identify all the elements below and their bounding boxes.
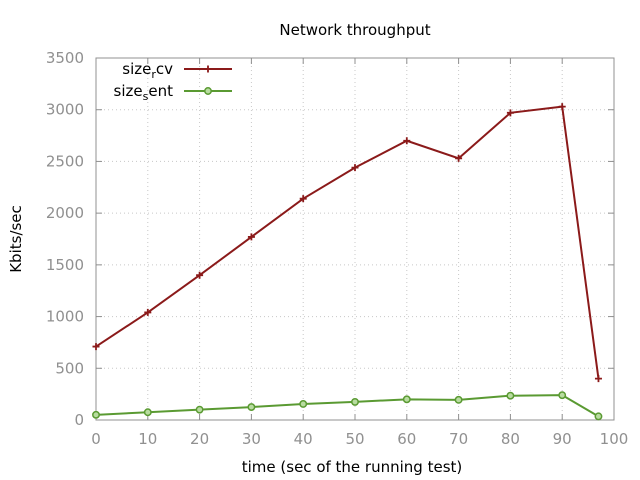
data-point [594, 375, 602, 383]
series-line-0 [95, 105, 600, 379]
data-point [454, 395, 463, 404]
x-tick-label: 80 [501, 430, 520, 448]
data-point [92, 343, 100, 351]
legend-label: sizesent [114, 82, 174, 103]
legend-marker [204, 87, 212, 95]
legend-item-0: sizercv [122, 60, 232, 81]
data-point [351, 164, 359, 172]
data-point [455, 154, 463, 162]
data-point [195, 405, 204, 414]
data-point [506, 109, 514, 117]
x-tick-label: 40 [294, 430, 313, 448]
data-point [143, 408, 152, 417]
x-tick-label: 70 [449, 430, 468, 448]
y-axis-label: Kbits/sec [7, 205, 25, 273]
x-tick-label: 90 [553, 430, 572, 448]
y-tick-label: 0 [74, 411, 84, 429]
data-point [299, 400, 308, 408]
data-point [402, 395, 411, 404]
data-point [506, 391, 515, 400]
legend-marker [204, 65, 212, 73]
y-tick-label: 1500 [46, 256, 84, 274]
y-tick-label: 3500 [46, 49, 84, 67]
data-point [351, 397, 359, 406]
data-point [144, 308, 152, 316]
y-tick-label: 500 [55, 359, 84, 377]
data-point [558, 391, 567, 400]
data-point [92, 410, 100, 419]
axis-ticks: 0 10 20 30 40 50 60 70 80 90 100050010001500200025… [46, 49, 629, 448]
grid [96, 58, 614, 420]
legend-label: sizercv [122, 60, 173, 81]
series-group [92, 103, 603, 421]
chart-title: Network throughput [279, 21, 430, 39]
series-line-1 [95, 394, 599, 418]
x-tick-label: 20 [190, 430, 209, 448]
y-tick-label: 3000 [46, 101, 84, 119]
series-1 [92, 391, 603, 421]
x-tick-label: 30 [242, 430, 261, 448]
y-tick-label: 2500 [46, 152, 84, 170]
y-tick-label: 2000 [46, 204, 84, 222]
series-0 [92, 103, 602, 383]
y-tick-label: 1000 [46, 308, 84, 326]
x-tick-label: 10 [138, 430, 157, 448]
data-point [196, 271, 204, 279]
x-tick-label: 100 [600, 430, 629, 448]
data-point [403, 137, 411, 145]
x-tick-label: 50 [345, 430, 364, 448]
data-point [558, 103, 566, 111]
x-axis-label: time (sec of the running test) [242, 458, 463, 476]
x-tick-label: 60 [397, 430, 416, 448]
data-point [247, 403, 256, 412]
legend-item-1: sizesent [114, 82, 232, 103]
data-point [299, 195, 307, 203]
data-point [247, 233, 255, 241]
data-point [594, 412, 603, 421]
x-tick-label: 0 [91, 430, 101, 448]
